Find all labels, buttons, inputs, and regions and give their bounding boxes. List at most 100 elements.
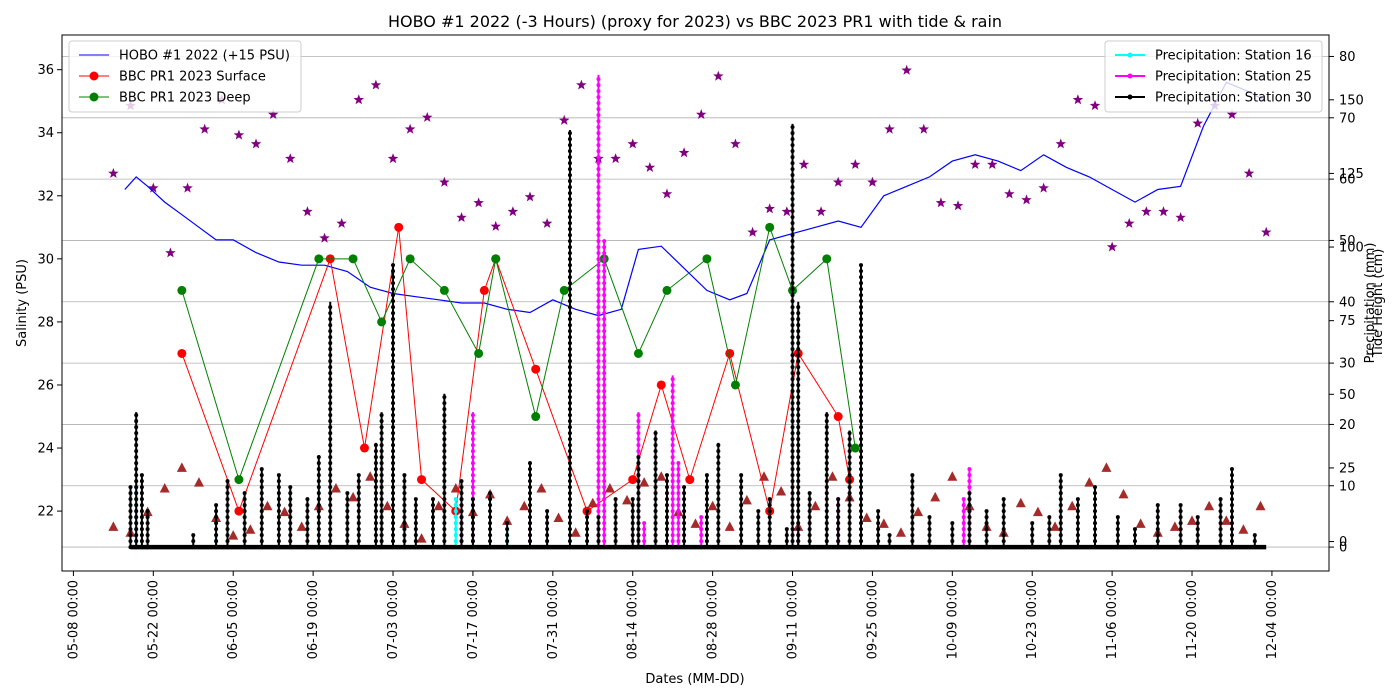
station30-precip-point — [430, 497, 435, 502]
station25-precip-point — [470, 419, 475, 424]
station30-precip-point — [276, 533, 281, 538]
tide-triangle-marker — [741, 494, 752, 505]
tide-star-marker — [952, 200, 964, 211]
station30-precip-point — [716, 491, 721, 496]
station30-precip-point — [984, 509, 989, 514]
station30-precip-point — [567, 161, 572, 166]
station30-precip-point — [391, 503, 396, 508]
station30-precip-point — [756, 527, 761, 532]
station25-precip-point — [470, 461, 475, 466]
station30-precip-point — [391, 395, 396, 400]
station25-precip-point — [961, 521, 966, 526]
station30-precip-point — [470, 527, 475, 532]
station30-precip-point — [1058, 515, 1063, 520]
tide-star-marker — [627, 138, 638, 149]
station30-precip-point — [276, 497, 281, 502]
station30-precip-point — [790, 425, 795, 430]
station25-precip-point — [596, 239, 601, 244]
station25-precip-point — [596, 95, 601, 100]
station30-precip-point — [391, 377, 396, 382]
deep-point — [234, 475, 244, 485]
station30-precip-point — [128, 521, 133, 526]
station30-precip-point — [910, 509, 915, 514]
station30-precip-point — [134, 449, 139, 454]
y-tick-label: 26 — [37, 378, 54, 393]
station30-precip-point — [1058, 503, 1063, 508]
station25-precip-point — [699, 539, 704, 544]
station30-precip-point — [459, 515, 464, 520]
station30-precip-point — [391, 485, 396, 490]
station25-precip-point — [670, 539, 675, 544]
station30-precip-point — [1030, 527, 1035, 532]
station30-precip-point — [859, 455, 864, 460]
station30-precip-point — [470, 515, 475, 520]
station25-precip-point — [602, 509, 607, 514]
station25-precip-point — [470, 443, 475, 448]
station30-precip-point — [1115, 527, 1120, 532]
station30-precip-point — [488, 509, 493, 514]
station30-precip-point — [328, 341, 333, 346]
tide-triangle-marker — [690, 518, 701, 528]
station30-precip-point — [796, 311, 801, 316]
station25-precip-point — [596, 131, 601, 136]
station30-precip-point — [328, 383, 333, 388]
x-tick-label: 07-17 00:00 — [466, 580, 481, 659]
station25-precip-point — [602, 413, 607, 418]
station30-precip-point — [847, 521, 852, 526]
station30-precip-point — [305, 509, 310, 514]
station25-precip-point — [596, 263, 601, 268]
station30-precip-point — [567, 215, 572, 220]
station30-precip-point — [836, 503, 841, 508]
station30-precip-point — [134, 533, 139, 538]
station30-precip-point — [824, 413, 829, 418]
station30-precip-point — [653, 503, 658, 508]
station30-precip-point — [1058, 473, 1063, 478]
station30-precip-point — [373, 533, 378, 538]
station30-precip-point — [796, 305, 801, 310]
station30-precip-point — [824, 515, 829, 520]
station25-precip-point — [596, 383, 601, 388]
station30-precip-point — [653, 443, 658, 448]
station30-precip-point — [567, 401, 572, 406]
station30-precip-point — [756, 539, 761, 544]
tide-triangle-marker — [296, 521, 307, 531]
station25-precip-point — [670, 389, 675, 394]
station30-precip-point — [128, 515, 133, 520]
station30-precip-point — [950, 527, 955, 532]
station30-precip-point — [790, 233, 795, 238]
station25-precip-point — [602, 401, 607, 406]
station30-precip-point — [1218, 539, 1223, 544]
station30-precip-point — [704, 539, 709, 544]
station25-precip-point — [596, 281, 601, 286]
station25-precip-point — [602, 245, 607, 250]
x-tick-label: 09-25 00:00 — [865, 580, 880, 659]
station30-precip-point — [134, 485, 139, 490]
station16-precip-point — [453, 497, 458, 502]
station30-precip-point — [824, 509, 829, 514]
station30-precip-point — [859, 491, 864, 496]
station30-precip-point — [796, 509, 801, 514]
station30-precip-point — [790, 299, 795, 304]
station25-precip-point — [636, 431, 641, 436]
station25-precip-point — [967, 485, 972, 490]
station30-precip-point — [1093, 485, 1098, 490]
station30-precip-point — [391, 311, 396, 316]
station30-precip-point — [567, 443, 572, 448]
station25-precip-point — [676, 461, 681, 466]
station25-precip-point — [602, 473, 607, 478]
station30-precip-point — [790, 395, 795, 400]
station30-precip-point — [796, 473, 801, 478]
station30-precip-point — [567, 191, 572, 196]
station30-precip-point — [613, 509, 618, 514]
station30-precip-point — [391, 341, 396, 346]
station30-precip-point — [328, 401, 333, 406]
station30-precip-point — [790, 515, 795, 520]
station30-precip-point — [1155, 515, 1160, 520]
station30-precip-point — [356, 539, 361, 544]
station30-precip-point — [134, 491, 139, 496]
tide-star-marker — [199, 123, 210, 134]
station30-precip-point — [1218, 497, 1223, 502]
station30-precip-point — [596, 521, 601, 526]
tide-star-marker — [815, 206, 827, 217]
station25-precip-point — [596, 347, 601, 352]
